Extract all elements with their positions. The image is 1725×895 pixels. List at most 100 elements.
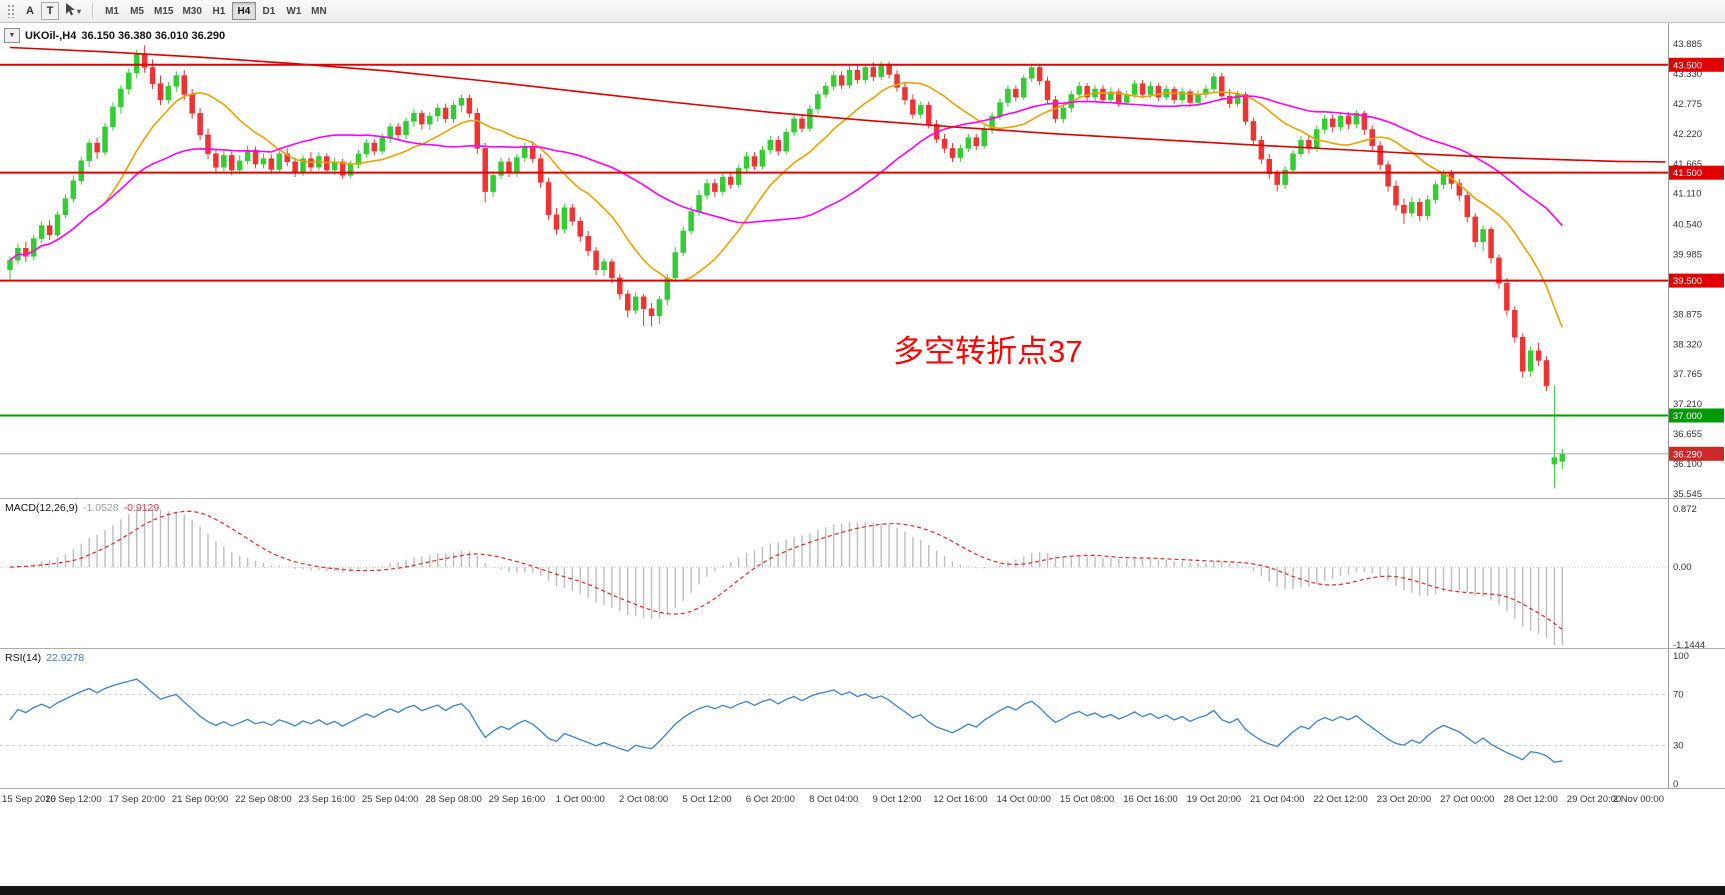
svg-text:29 Sep 16:00: 29 Sep 16:00 [489,794,546,805]
price-badge-41.500: 41.500 [1669,165,1724,180]
price-badge-39.500: 39.500 [1669,273,1724,288]
svg-text:35.545: 35.545 [1673,489,1702,500]
svg-text:28 Oct 12:00: 28 Oct 12:00 [1503,794,1557,805]
svg-text:22 Sep 08:00: 22 Sep 08:00 [235,794,292,805]
text-label-button[interactable]: A [21,2,39,20]
timeframe-button-MN[interactable]: MN [307,2,331,20]
macd-label: MACD(12,26,9) -1.0528 -0.9129 [5,502,159,514]
svg-text:-1.1444: -1.1444 [1673,640,1705,651]
macd-signal-value: -0.9129 [123,502,160,514]
svg-text:14 Oct 00:00: 14 Oct 00:00 [997,794,1051,805]
text-tool-button[interactable]: T [41,2,59,20]
chart-window: 43.885 43.330 42.775 42.220 41.665 41.110 40.5… [0,23,1725,886]
macd-title: MACD(12,26,9) [5,502,78,514]
price-scale[interactable]: 43.885 43.330 42.775 42.220 41.665 41.110 40.5… [1673,39,1702,500]
ohlc-values: 36.150 36.380 36.010 36.290 [81,29,226,42]
fast-ma-line [9,81,1564,328]
svg-text:12 Oct 16:00: 12 Oct 16:00 [933,794,987,805]
svg-text:9 Oct 12:00: 9 Oct 12:00 [872,794,921,805]
mid-ma-line [9,95,1563,261]
chart-annotation[interactable]: 多空转折点37 [893,334,1083,369]
svg-text:38.875: 38.875 [1673,309,1702,320]
svg-text:28 Sep 08:00: 28 Sep 08:00 [425,794,482,805]
svg-text:41.110: 41.110 [1673,189,1701,200]
timeframe-button-W1[interactable]: W1 [282,2,306,20]
macd-main-value: -1.0528 [82,502,119,514]
symbol-dropdown-button[interactable]: ▼ [4,28,20,43]
svg-text:8 Oct 04:00: 8 Oct 04:00 [809,794,858,805]
timeframe-button-D1[interactable]: D1 [257,2,281,20]
svg-text:19 Oct 20:00: 19 Oct 20:00 [1187,794,1241,805]
chart-title-line: ▼ UKOil-,H4 36.150 36.380 36.010 36.290 [4,28,225,43]
svg-text:41.665: 41.665 [1673,159,1702,170]
svg-text:23 Sep 16:00: 23 Sep 16:00 [299,794,356,805]
svg-text:37.765: 37.765 [1673,369,1702,380]
svg-text:41.500: 41.500 [1673,168,1702,179]
svg-text:6 Oct 20:00: 6 Oct 20:00 [746,794,795,805]
svg-text:16 Sep 12:00: 16 Sep 12:00 [45,794,102,805]
rsi-label: RSI(14) 22.9278 [5,652,84,664]
svg-text:43.330: 43.330 [1673,69,1702,80]
timeframe-button-M15[interactable]: M15 [150,2,177,20]
timeframe-button-M5[interactable]: M5 [125,2,149,20]
svg-text:42.775: 42.775 [1673,99,1702,110]
svg-text:17 Sep 20:00: 17 Sep 20:00 [108,794,165,805]
price-badge-43.500: 43.500 [1669,57,1724,72]
rsi-title: RSI(14) [5,652,42,664]
rsi-line [9,678,1563,763]
svg-text:36.655: 36.655 [1673,429,1702,440]
svg-text:36.100: 36.100 [1673,459,1702,470]
symbol-period-label: UKOil-,H4 [25,29,77,42]
timeframe-button-M30[interactable]: M30 [178,2,205,20]
timeframe-button-M1[interactable]: M1 [100,2,124,20]
svg-text:38.320: 38.320 [1673,339,1702,350]
svg-text:70: 70 [1673,689,1684,700]
svg-text:37.210: 37.210 [1673,399,1702,410]
svg-text:5 Oct 12:00: 5 Oct 12:00 [682,794,731,805]
svg-text:2 Oct 08:00: 2 Oct 08:00 [619,794,668,805]
svg-text:25 Sep 04:00: 25 Sep 04:00 [362,794,419,805]
svg-text:43.500: 43.500 [1673,60,1702,71]
timeframe-button-H1[interactable]: H1 [207,2,231,20]
svg-text:0.00: 0.00 [1673,562,1692,573]
svg-text:0.872: 0.872 [1673,504,1697,515]
svg-text:0: 0 [1673,779,1678,790]
svg-text:15 Oct 08:00: 15 Oct 08:00 [1060,794,1114,805]
price-badge-37.000: 37.000 [1669,408,1724,423]
toolbar: A T ▾ M1 M5 M15 M30 H1 H4 D1 W1 MN [0,0,1725,23]
chevron-down-icon: ▾ [77,6,82,16]
svg-text:16 Oct 16:00: 16 Oct 16:00 [1123,794,1177,805]
svg-text:2 Nov 00:00: 2 Nov 00:00 [1613,794,1664,805]
svg-text:39.985: 39.985 [1673,249,1702,260]
svg-text:36.290: 36.290 [1673,449,1702,460]
svg-text:22 Oct 12:00: 22 Oct 12:00 [1313,794,1367,805]
macd-signal-line [9,510,1563,630]
toolbar-drag-handle-icon[interactable] [7,4,16,18]
svg-text:27 Oct 00:00: 27 Oct 00:00 [1440,794,1494,805]
cursor-tool-button[interactable]: ▾ [61,2,85,20]
svg-text:21 Oct 04:00: 21 Oct 04:00 [1250,794,1304,805]
price-badge-36.290: 36.290 [1669,446,1724,461]
svg-text:21 Sep 00:00: 21 Sep 00:00 [172,794,229,805]
timeframe-group: M1 M5 M15 M30 H1 H4 D1 W1 MN [100,2,331,20]
svg-text:30: 30 [1673,741,1684,752]
svg-text:1 Oct 00:00: 1 Oct 00:00 [556,794,605,805]
svg-text:37.000: 37.000 [1673,411,1702,422]
bottom-strip [0,886,1725,895]
timeframe-button-H4[interactable]: H4 [231,2,256,20]
svg-text:15 Sep 2020: 15 Sep 2020 [2,794,56,805]
svg-text:23 Oct 20:00: 23 Oct 20:00 [1377,794,1431,805]
svg-text:42.220: 42.220 [1673,129,1702,140]
svg-text:43.885: 43.885 [1673,39,1702,50]
rsi-value: 22.9278 [46,652,85,664]
cursor-icon [65,3,76,19]
toolbar-separator [92,3,94,19]
svg-text:40.540: 40.540 [1673,219,1702,230]
svg-text:39.500: 39.500 [1673,276,1702,287]
svg-text:100: 100 [1673,651,1689,662]
svg-text:29 Oct 20:00: 29 Oct 20:00 [1567,794,1621,805]
chart-canvas[interactable]: 43.885 43.330 42.775 42.220 41.665 41.110 40.5… [0,23,1725,886]
macd-histogram [17,508,1564,645]
